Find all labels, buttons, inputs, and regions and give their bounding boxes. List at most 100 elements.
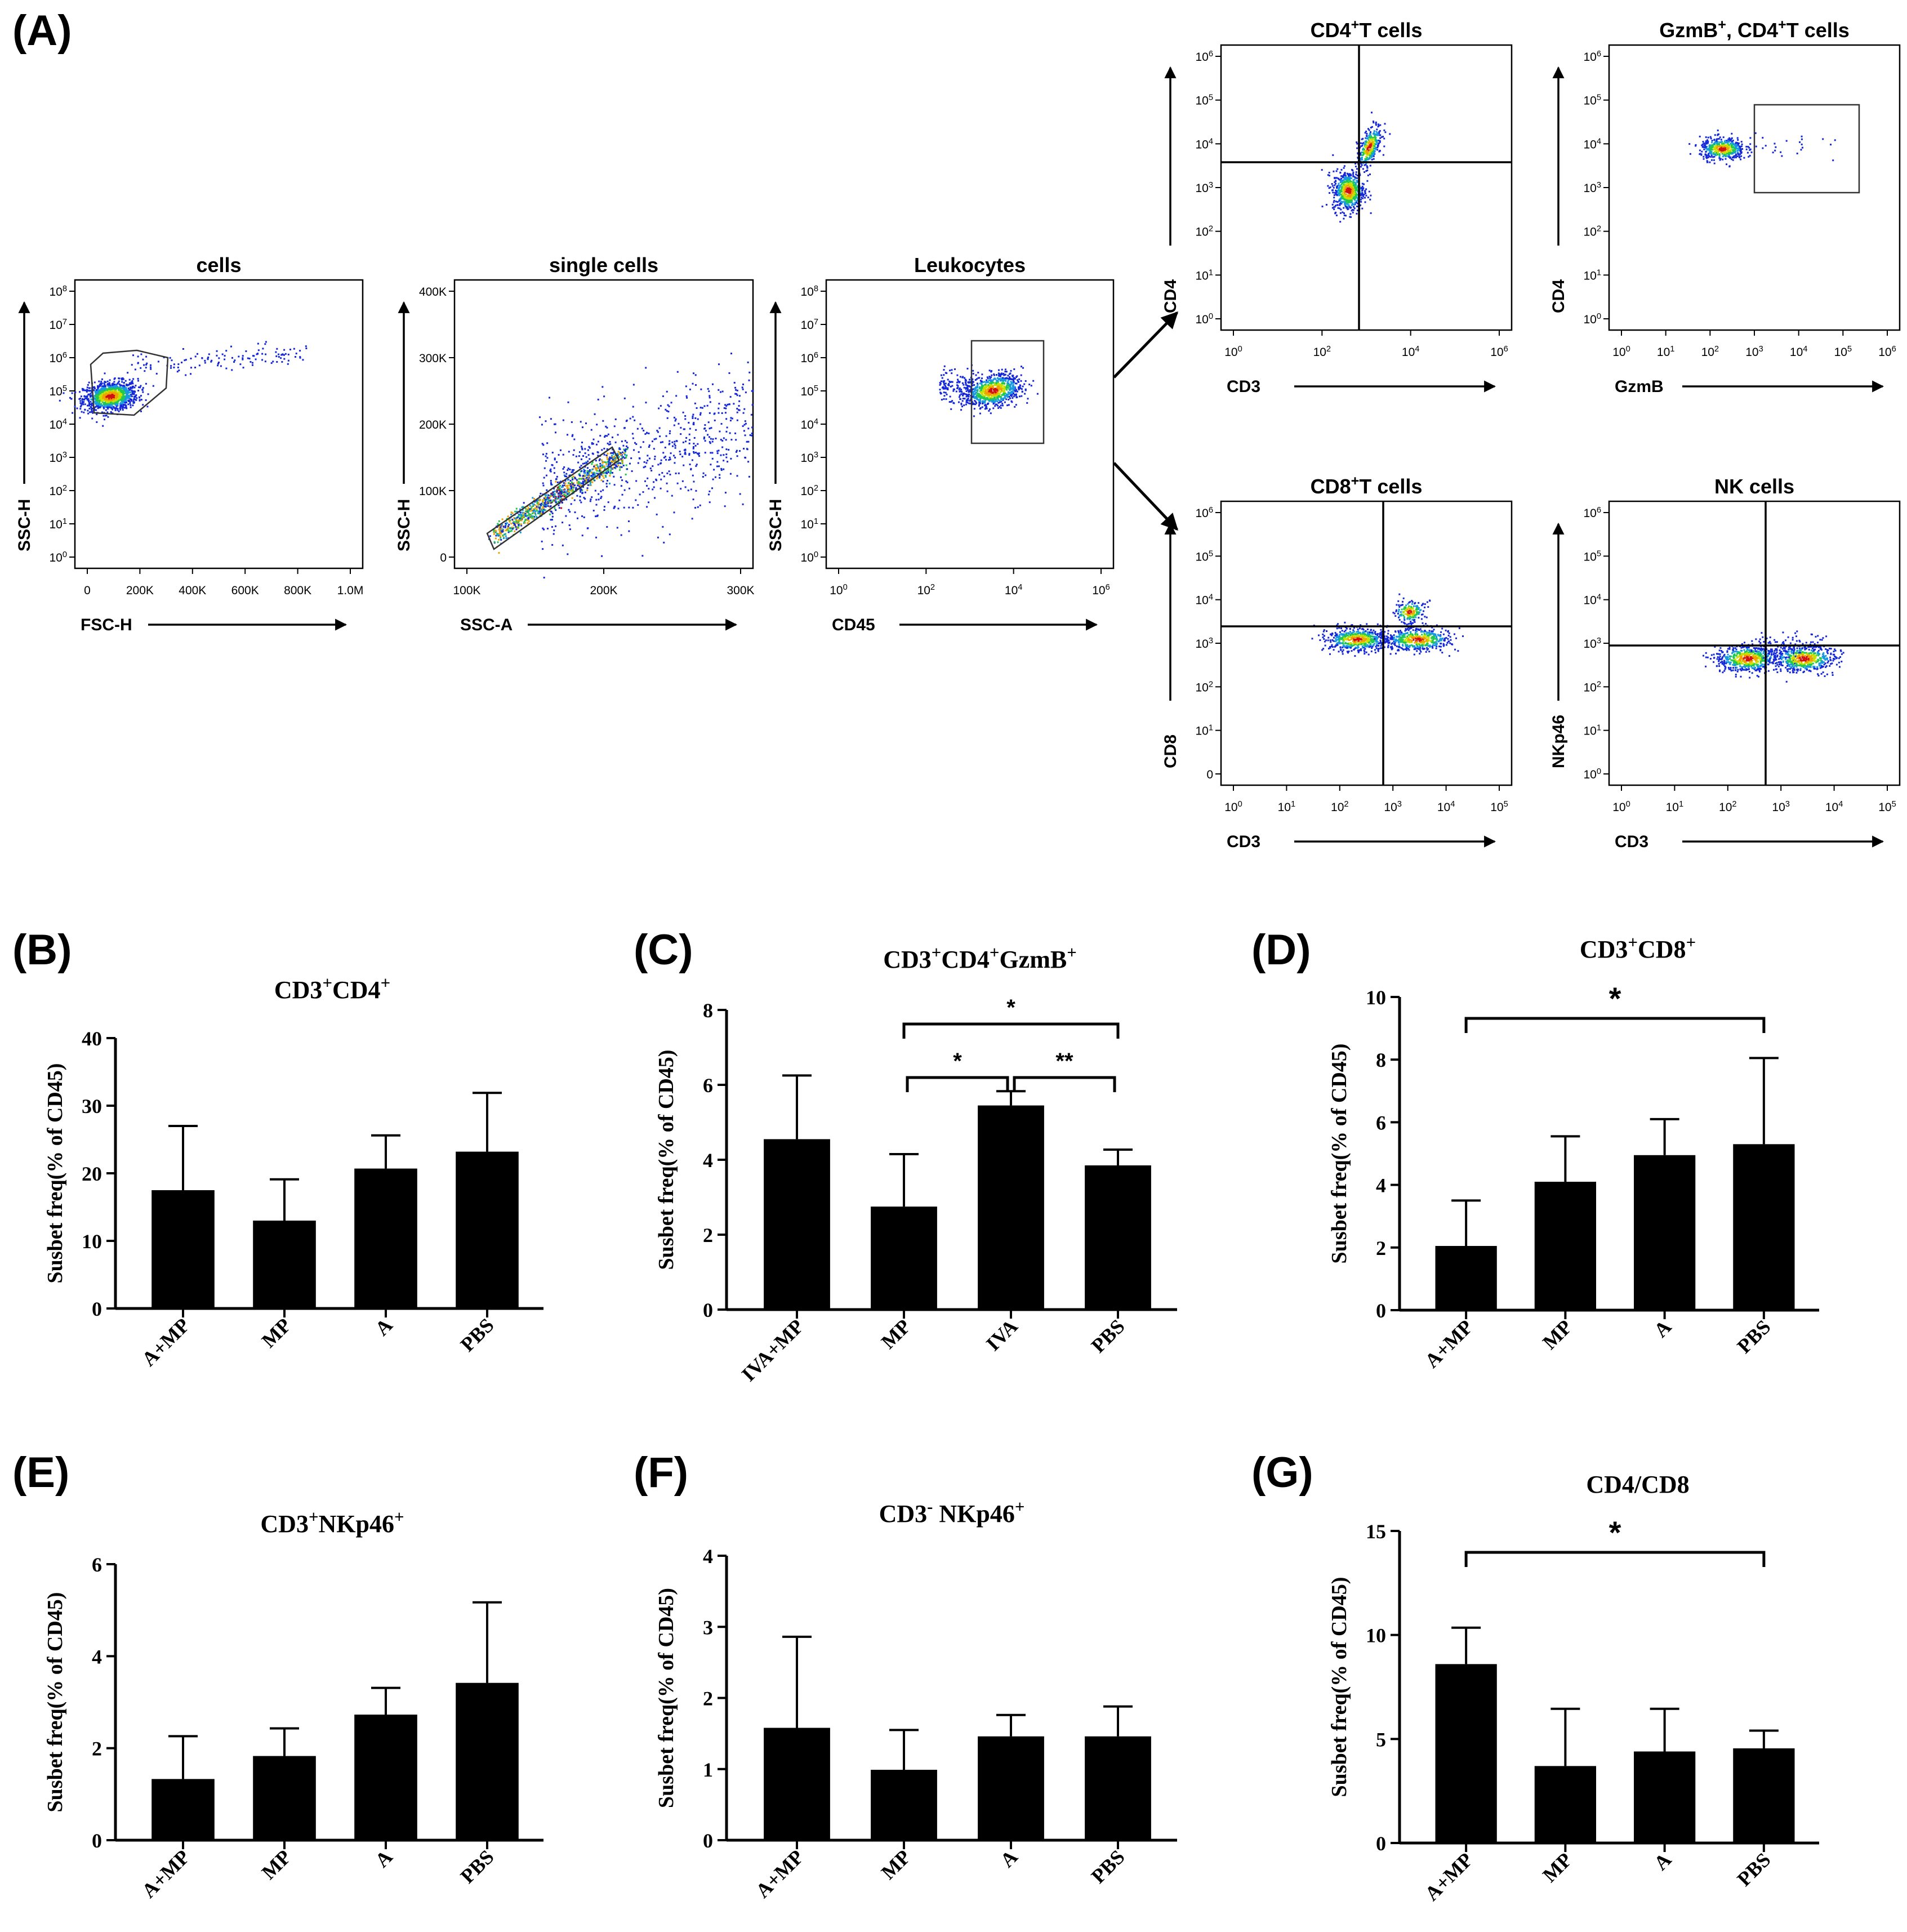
- gating-arrow-down: [1113, 462, 1179, 531]
- bar-chart-E: CD3+NKp46+ 0 2 4 6 Susbet freq(% of CD45) A+MP…: [43, 1507, 543, 1902]
- flow-xtick: 100: [1224, 345, 1242, 359]
- flow-ytick: 101: [1195, 268, 1213, 282]
- bar-MP: [253, 1756, 316, 1840]
- flow-plot-cd8t: CD8+T cells 100 101 102 103 104 105 0 101 102 103 1…: [1161, 473, 1513, 851]
- flow-events-leuko: [939, 364, 1039, 417]
- flow-ytick: 105: [49, 384, 67, 398]
- x-tick-label: A+MP: [137, 1845, 194, 1902]
- flow-title-gzmb: GzmB+, CD4+T cells: [1659, 17, 1850, 42]
- x-tick-label: A+MP: [1420, 1848, 1477, 1905]
- flow-plot-single: single cells 100K 200K 300K 0 100K 200K 300K 400…: [395, 253, 755, 634]
- y-axis-label: Susbet freq(% of CD45): [1327, 1577, 1351, 1797]
- significance-label: *: [1609, 981, 1621, 1016]
- y-tick-label: 15: [1366, 1520, 1386, 1543]
- panel-label-g: (G): [1251, 1449, 1313, 1497]
- bar-MP: [1534, 1766, 1597, 1843]
- flow-ytick: 105: [1195, 549, 1213, 563]
- flow-xtick: 101: [1666, 800, 1684, 814]
- x-tick-label: MP: [877, 1315, 915, 1353]
- bar-chart-G: CD4/CD8 0 5 10 15 Susbet freq(% of CD45) A+MP M…: [1327, 1471, 1819, 1905]
- significance-bracket: [1464, 1551, 1766, 1567]
- flow-ylabel-cd8t: CD8: [1161, 734, 1180, 768]
- flow-xtick: 104: [1402, 345, 1420, 359]
- flow-ytick: 400K: [419, 286, 447, 299]
- x-tick-label: PBS: [456, 1845, 498, 1888]
- flow-title-nk: NK cells: [1714, 475, 1794, 498]
- bar-A+MP: [764, 1728, 830, 1840]
- bar-MP: [1534, 1182, 1597, 1310]
- flow-ytick: 100: [49, 550, 67, 564]
- flow-xtick: 104: [1825, 800, 1843, 814]
- flow-ytick: 100K: [419, 485, 447, 498]
- x-tick-label: A: [1650, 1848, 1676, 1875]
- flow-plot-leuko: Leukocytes 100 102 104 106 100 101 102 103 104 105…: [767, 253, 1115, 634]
- chart-title-F: CD3- NKp46+: [879, 1497, 1025, 1528]
- flow-ytick: 106: [1583, 506, 1601, 520]
- bar-A+MP: [1435, 1246, 1497, 1310]
- bar-MP: [253, 1221, 316, 1308]
- gate-leuko: [970, 340, 1045, 444]
- y-tick-label: 2: [703, 1688, 713, 1710]
- y-tick-label: 0: [92, 1298, 102, 1320]
- flow-title-cd8t: CD8+T cells: [1311, 473, 1423, 498]
- y-axis-label: Susbet freq(% of CD45): [654, 1588, 678, 1808]
- flow-ytick: 100: [1583, 767, 1601, 781]
- flow-xtick: 100K: [453, 584, 480, 597]
- flow-xlabel-nk: CD3: [1615, 833, 1648, 851]
- flow-cytometry-panel: cells 0 200K 400K 600K 800K 1.0M 100 101 102 103 10…: [15, 17, 1901, 851]
- flow-xtick: 103: [1384, 800, 1402, 814]
- significance-label: *: [1006, 995, 1015, 1020]
- gate-gzmb: [1753, 104, 1860, 194]
- flow-ytick: 103: [49, 451, 67, 465]
- flow-ytick: 106: [800, 351, 818, 365]
- flow-ytick: 101: [1195, 724, 1213, 738]
- flow-xtick: 1.0M: [337, 584, 364, 597]
- bar-PBS: [1085, 1165, 1151, 1310]
- flow-xtick: 102: [1313, 345, 1331, 359]
- x-tick-label: A+MP: [751, 1845, 808, 1902]
- x-tick-label: MP: [877, 1845, 915, 1884]
- flow-xtick: 106: [1490, 345, 1508, 359]
- x-tick-label: PBS: [456, 1314, 498, 1356]
- flow-events-cd4t: [1321, 112, 1391, 223]
- y-tick-label: 2: [703, 1224, 713, 1247]
- panel-label-a: (A): [12, 7, 72, 55]
- flow-xtick: 101: [1657, 345, 1675, 359]
- flow-xlabel-gzmb: GzmB: [1615, 377, 1664, 396]
- flow-xtick: 102: [1719, 800, 1737, 814]
- x-tick-label: A+MP: [1420, 1315, 1477, 1372]
- bar-A+MP: [152, 1190, 215, 1308]
- flow-title-leuko: Leukocytes: [914, 253, 1026, 277]
- flow-ytick: 100: [1583, 312, 1601, 326]
- y-tick-label: 6: [703, 1074, 713, 1097]
- gate-single: [486, 446, 620, 550]
- flow-ytick: 0: [1206, 768, 1213, 781]
- y-tick-label: 8: [1376, 1049, 1386, 1071]
- flow-xtick: 106: [1092, 583, 1110, 597]
- flow-title-single: single cells: [549, 253, 658, 277]
- y-tick-label: 20: [82, 1163, 102, 1185]
- flow-ytick: 106: [1195, 50, 1213, 64]
- x-tick-label: A+MP: [137, 1314, 194, 1370]
- bar-A: [354, 1715, 417, 1840]
- significance-label: *: [953, 1049, 962, 1074]
- flow-ytick: 106: [1583, 50, 1601, 64]
- flow-frame-nk: [1608, 500, 1901, 786]
- flow-xtick: 102: [1701, 345, 1719, 359]
- flow-xtick: 200K: [590, 584, 617, 597]
- flow-ytick: 105: [1195, 94, 1213, 108]
- flow-xtick: 105: [1834, 345, 1852, 359]
- flow-ytick: 107: [49, 318, 67, 332]
- y-tick-label: 0: [703, 1299, 713, 1321]
- y-tick-label: 6: [92, 1553, 102, 1576]
- x-tick-label: A: [996, 1845, 1022, 1872]
- flow-xtick: 100: [1612, 345, 1630, 359]
- y-tick-label: 10: [82, 1230, 102, 1253]
- bar-MP: [871, 1207, 937, 1310]
- bar-A: [978, 1736, 1044, 1840]
- gating-arrow-up: [1113, 311, 1179, 379]
- flow-ylabel-gzmb: CD4: [1549, 279, 1568, 313]
- flow-ytick: 103: [1195, 636, 1213, 651]
- flow-xtick: 100: [830, 583, 848, 597]
- x-tick-label: PBS: [1087, 1845, 1129, 1888]
